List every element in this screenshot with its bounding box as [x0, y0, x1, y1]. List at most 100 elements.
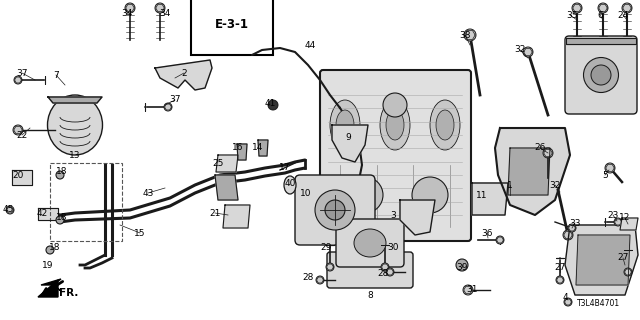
Text: 19: 19 — [42, 260, 54, 269]
Circle shape — [568, 224, 576, 232]
Text: FR.: FR. — [59, 288, 78, 298]
Text: 20: 20 — [12, 171, 24, 180]
Text: 40: 40 — [284, 179, 296, 188]
Text: 25: 25 — [212, 158, 224, 167]
Text: 42: 42 — [36, 209, 47, 218]
Text: 16: 16 — [232, 143, 244, 153]
Circle shape — [316, 276, 324, 284]
Circle shape — [463, 285, 473, 295]
Text: 8: 8 — [367, 291, 373, 300]
Text: 3: 3 — [390, 211, 396, 220]
Text: 34: 34 — [159, 10, 171, 19]
Text: 21: 21 — [209, 209, 221, 218]
Circle shape — [125, 3, 135, 13]
Circle shape — [622, 3, 632, 13]
Text: 9: 9 — [345, 133, 351, 142]
Circle shape — [381, 263, 389, 271]
Text: 45: 45 — [3, 205, 13, 214]
Circle shape — [13, 125, 23, 135]
Text: 34: 34 — [122, 10, 132, 19]
Circle shape — [6, 206, 14, 214]
Polygon shape — [237, 144, 247, 160]
Text: 39: 39 — [456, 263, 468, 273]
Text: 12: 12 — [620, 213, 630, 222]
Circle shape — [412, 177, 448, 213]
Text: 22: 22 — [17, 131, 28, 140]
Text: 14: 14 — [252, 143, 264, 153]
Circle shape — [155, 3, 165, 13]
Text: 31: 31 — [467, 285, 477, 294]
Text: 18: 18 — [49, 244, 61, 252]
Circle shape — [591, 65, 611, 85]
Polygon shape — [38, 280, 58, 297]
Text: 32: 32 — [515, 45, 525, 54]
Circle shape — [563, 230, 573, 240]
Polygon shape — [223, 205, 250, 228]
FancyBboxPatch shape — [336, 219, 404, 267]
Polygon shape — [332, 125, 368, 162]
Text: 28: 28 — [378, 268, 388, 277]
Ellipse shape — [430, 100, 460, 150]
Text: 18: 18 — [56, 167, 68, 177]
Ellipse shape — [336, 110, 354, 140]
Polygon shape — [400, 200, 435, 235]
Circle shape — [624, 268, 632, 276]
Circle shape — [523, 47, 533, 57]
FancyBboxPatch shape — [565, 36, 637, 114]
Circle shape — [347, 177, 383, 213]
Text: 41: 41 — [264, 99, 276, 108]
Polygon shape — [495, 128, 570, 215]
FancyBboxPatch shape — [295, 175, 375, 245]
Text: 7: 7 — [53, 70, 59, 79]
Text: 23: 23 — [607, 211, 619, 220]
Text: 1: 1 — [507, 180, 513, 189]
Ellipse shape — [354, 229, 386, 257]
Circle shape — [605, 163, 615, 173]
Circle shape — [326, 263, 334, 271]
Text: 29: 29 — [320, 244, 332, 252]
Ellipse shape — [380, 100, 410, 150]
Text: 36: 36 — [481, 228, 493, 237]
Circle shape — [386, 268, 394, 276]
Polygon shape — [565, 225, 638, 295]
Text: 27: 27 — [618, 253, 628, 262]
Text: 37: 37 — [16, 68, 28, 77]
FancyBboxPatch shape — [320, 70, 471, 241]
Circle shape — [383, 93, 407, 117]
Text: 2: 2 — [181, 68, 187, 77]
Text: 24: 24 — [618, 11, 628, 20]
Polygon shape — [258, 140, 268, 156]
Text: 4: 4 — [562, 293, 568, 302]
Text: 11: 11 — [476, 190, 488, 199]
Ellipse shape — [386, 110, 404, 140]
Circle shape — [14, 76, 22, 84]
Text: 32: 32 — [549, 180, 561, 189]
Circle shape — [464, 29, 476, 41]
Circle shape — [325, 200, 345, 220]
Text: 33: 33 — [569, 219, 580, 228]
Text: 10: 10 — [300, 188, 312, 197]
Polygon shape — [508, 148, 550, 195]
Polygon shape — [472, 183, 508, 215]
Circle shape — [543, 148, 553, 158]
Polygon shape — [38, 208, 58, 220]
Text: 17: 17 — [279, 164, 291, 172]
Text: 28: 28 — [302, 274, 314, 283]
Bar — [50, 163, 122, 241]
Text: 35: 35 — [566, 11, 578, 20]
Ellipse shape — [330, 100, 360, 150]
FancyBboxPatch shape — [327, 252, 413, 288]
Circle shape — [564, 298, 572, 306]
Circle shape — [614, 218, 622, 226]
Circle shape — [56, 171, 64, 179]
Polygon shape — [216, 155, 238, 172]
Ellipse shape — [315, 190, 355, 230]
Ellipse shape — [284, 176, 296, 194]
Circle shape — [46, 246, 54, 254]
Polygon shape — [566, 38, 636, 44]
Text: 43: 43 — [142, 188, 154, 197]
Circle shape — [572, 3, 582, 13]
Text: 5: 5 — [602, 171, 608, 180]
Text: 6: 6 — [597, 11, 603, 20]
Ellipse shape — [47, 95, 102, 155]
